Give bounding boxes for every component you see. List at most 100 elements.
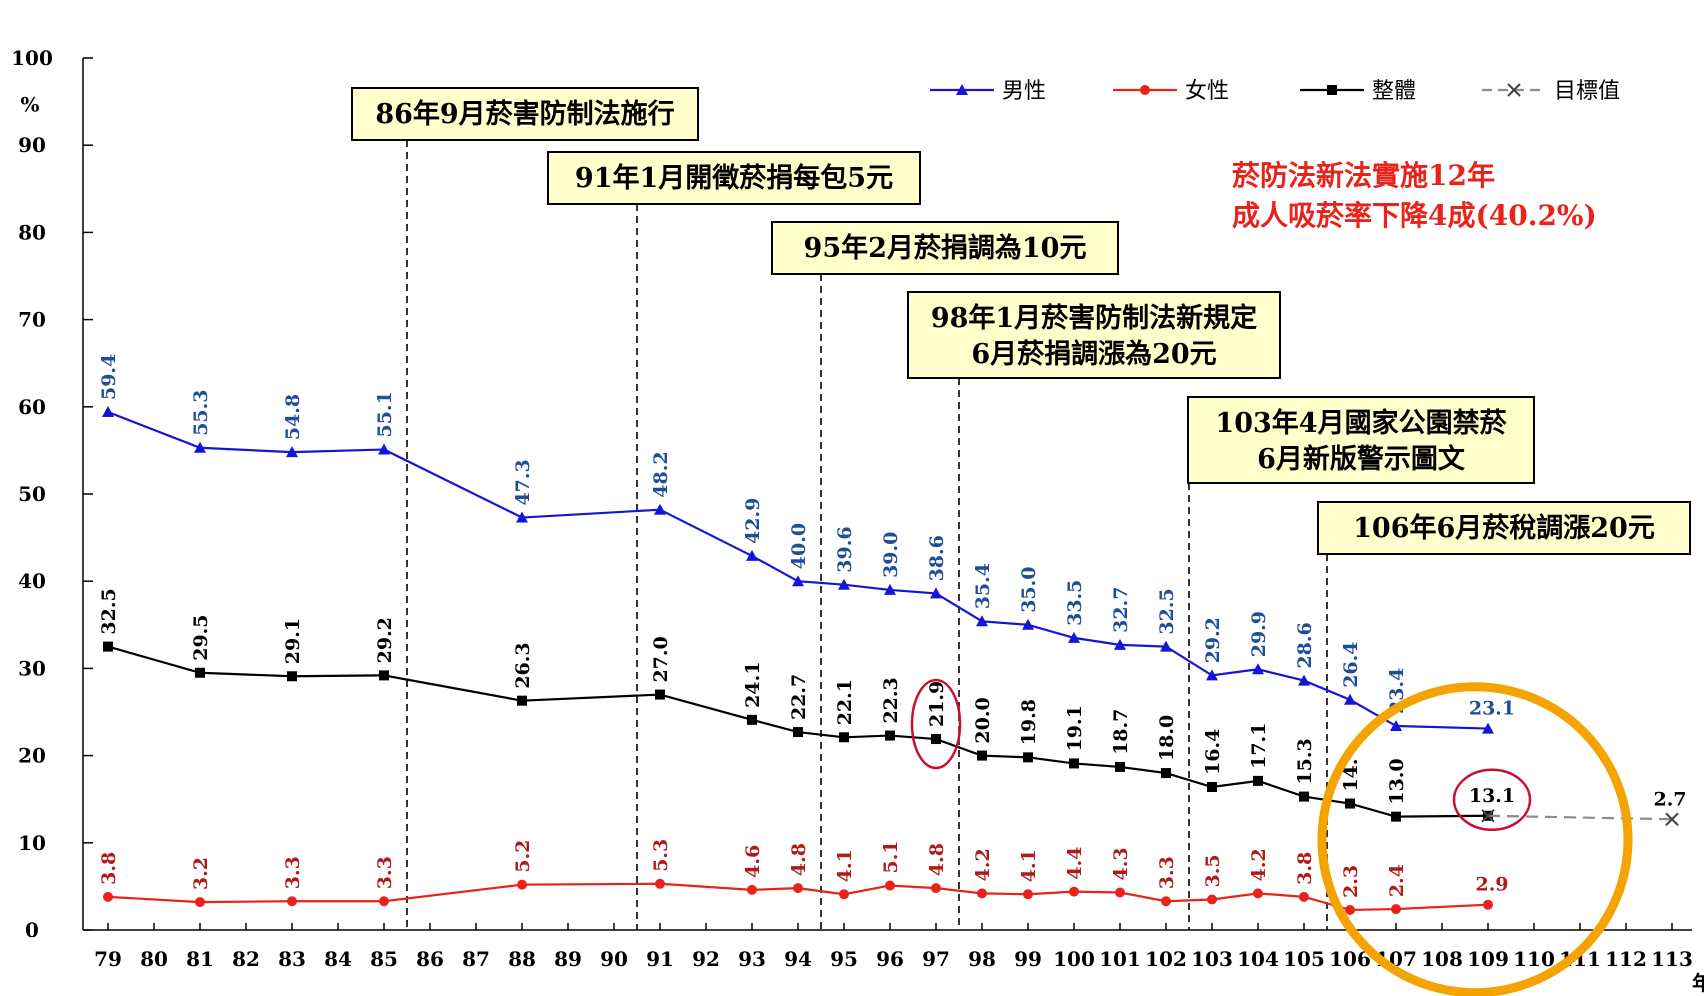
data-point-male	[884, 583, 896, 595]
policy-event-box: 91年1月開徵菸捐每包5元	[547, 151, 921, 205]
y-tick-label: 70	[18, 308, 46, 332]
data-label: 59.4	[98, 354, 120, 400]
x-tick-label: 93	[738, 947, 766, 971]
data-labels: 59.4 55.3 54.8 55.1 47.3 48.2 42.9 40.0 39.6 39.0…	[98, 354, 1687, 898]
series-line	[107, 882, 1489, 912]
highlight-circle-red	[1452, 768, 1532, 832]
policy-event-boxes: 86年9月菸害防制法施行 91年1月開徵菸捐每包5元 95年2月菸捐調為10元 98年…	[351, 87, 1691, 555]
x-tick-label: 92	[692, 947, 720, 971]
data-label: 29.2	[1202, 617, 1224, 663]
data-point-male	[976, 615, 988, 627]
policy-event-box: 86年9月菸害防制法施行	[351, 87, 699, 141]
y-tick-label: 30	[18, 656, 46, 680]
x-tick-label: 94	[784, 947, 812, 971]
data-point-male	[1206, 669, 1218, 681]
data-point-female	[1115, 887, 1125, 898]
x-tick-label: 103	[1191, 947, 1233, 971]
data-label: 3.3	[282, 856, 304, 889]
data-label: 3.5	[1202, 854, 1224, 887]
data-point-overall	[931, 734, 941, 745]
data-point-male	[1252, 663, 1264, 675]
policy-event-text: 86年9月菸害防制法施行	[375, 98, 674, 130]
data-point-overall	[1391, 811, 1401, 822]
data-label: 38.6	[926, 535, 948, 581]
policy-event-box-bg	[547, 151, 921, 205]
data-label: 4.1	[1018, 849, 1040, 882]
data-label: 27.0	[650, 636, 672, 682]
data-label: 29.2	[374, 617, 396, 663]
x-tick-label: 112	[1605, 947, 1647, 971]
data-point-overall	[1207, 781, 1217, 792]
data-label: 29.9	[1248, 611, 1270, 657]
policy-event-box-bg	[771, 221, 1119, 275]
data-point-male	[1068, 631, 1080, 643]
data-label: 47.3	[512, 459, 534, 505]
data-point-female	[517, 879, 527, 890]
legend-item: 目標值	[1482, 79, 1620, 104]
x-tick-label: 82	[232, 947, 260, 971]
y-tick-label: 100	[11, 46, 53, 70]
data-label-target: 2.7	[1653, 788, 1686, 810]
data-label: 18.0	[1156, 715, 1178, 761]
data-point-female	[1207, 894, 1217, 905]
data-label: 5.1	[880, 840, 902, 873]
data-point-male	[1114, 638, 1126, 650]
x-tick-label: 79	[94, 947, 122, 971]
y-tick-label: 90	[18, 133, 46, 157]
data-label: 4.6	[742, 845, 764, 878]
data-label: 32.5	[1156, 588, 1178, 634]
policy-event-box-bg	[907, 291, 1281, 379]
x-tick-label: 91	[646, 947, 674, 971]
data-label: 39.0	[880, 532, 902, 578]
data-point-female	[1483, 899, 1493, 910]
x-tick-label: 101	[1099, 947, 1141, 971]
y-tick-label: 80	[18, 220, 46, 244]
data-point-female	[1161, 896, 1171, 907]
policy-event-text: 106年6月菸稅調漲20元	[1353, 512, 1655, 544]
legend-label: 女性	[1185, 79, 1229, 104]
data-point-male	[746, 549, 758, 561]
data-label: 3.8	[1294, 852, 1316, 885]
data-label: 22.1	[834, 679, 856, 725]
x-tick-label: 83	[278, 947, 306, 971]
target-x-stroke	[1481, 809, 1495, 823]
y-tick-label: 60	[18, 395, 46, 419]
data-label: 55.3	[190, 390, 212, 436]
x-tick-label: 90	[600, 947, 628, 971]
policy-event-box-bg	[1187, 396, 1535, 484]
annotation-text: 菸防法新法實施12年	[1232, 159, 1495, 192]
policy-event-box-bg	[1317, 501, 1691, 555]
y-tick-label: 50	[18, 482, 46, 506]
data-point-male	[792, 575, 804, 587]
x-tick-label: 89	[554, 947, 582, 971]
legend-marker	[956, 84, 968, 95]
data-point-female	[885, 880, 895, 891]
data-label: 40.0	[788, 523, 810, 569]
data-point-overall	[885, 730, 895, 741]
data-point-male	[930, 587, 942, 599]
data-point-male	[1298, 674, 1310, 686]
data-label: 4.8	[926, 843, 948, 876]
highlight-circle-red	[910, 678, 962, 770]
data-point-overall	[977, 750, 987, 761]
policy-event-box: 103年4月國家公園禁菸 6月新版警示圖文	[1187, 396, 1535, 484]
chart-legend: 男性 女性 整體 目標值	[930, 79, 1620, 104]
data-point-overall	[517, 695, 527, 706]
data-label: 29.5	[190, 614, 212, 660]
data-point-overall	[1023, 752, 1033, 763]
x-tick-label: 87	[462, 947, 490, 971]
data-point-overall	[379, 670, 389, 681]
policy-event-box: 95年2月菸捐調為10元	[771, 221, 1119, 275]
policy-event-text: 103年4月國家公園禁菸	[1215, 407, 1507, 439]
x-tick-label: 86	[416, 947, 444, 971]
data-label: 4.1	[834, 849, 856, 882]
chart-series	[102, 406, 1679, 915]
data-label: 55.1	[374, 391, 396, 437]
x-tick-label: 110	[1513, 947, 1555, 971]
data-label: 3.3	[1156, 856, 1178, 889]
data-point-female	[1299, 891, 1309, 902]
y-tick-label: 10	[18, 831, 46, 855]
legend-marker	[1507, 83, 1521, 97]
policy-event-text: 6月新版警示圖文	[1257, 443, 1466, 475]
